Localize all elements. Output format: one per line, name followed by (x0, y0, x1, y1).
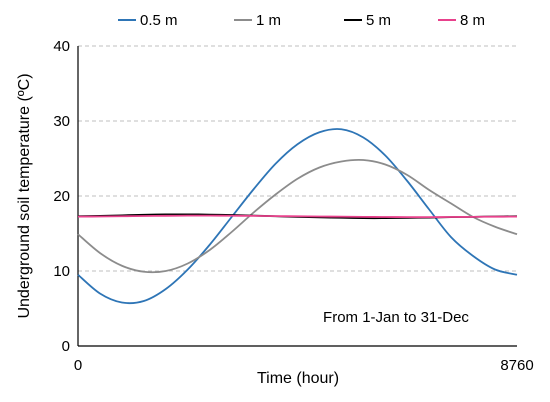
legend-label: 0.5 m (140, 12, 178, 29)
y-tick-label: 30 (53, 113, 70, 130)
legend-label: 5 m (366, 12, 391, 29)
y-tick-label: 0 (62, 338, 70, 355)
series-line-8m (77, 214, 518, 219)
x-tick-label: 0 (74, 357, 82, 374)
series-line-0.5m (77, 128, 518, 305)
series-line-1m (77, 158, 518, 274)
x-tick-label: 8760 (500, 357, 533, 374)
legend-label: 1 m (256, 12, 281, 29)
x-axis-title: Time (hour) (257, 370, 339, 387)
series-lines (77, 128, 518, 305)
legend: 0.5 m 1 m 5 m 8 m (118, 12, 485, 29)
y-tick-label: 10 (53, 263, 70, 280)
y-tick-label: 20 (53, 188, 70, 205)
y-axis-title: Underground soil temperature (ºC) (16, 73, 33, 318)
date-range-annotation: From 1-Jan to 31-Dec (323, 309, 469, 326)
gridlines (78, 45, 517, 272)
y-tick-labels: 0 10 20 30 40 (53, 38, 70, 355)
y-tick-label: 40 (53, 38, 70, 55)
legend-label: 8 m (460, 12, 485, 29)
axes (77, 46, 517, 347)
x-tick-labels: 0 8760 (74, 357, 534, 374)
